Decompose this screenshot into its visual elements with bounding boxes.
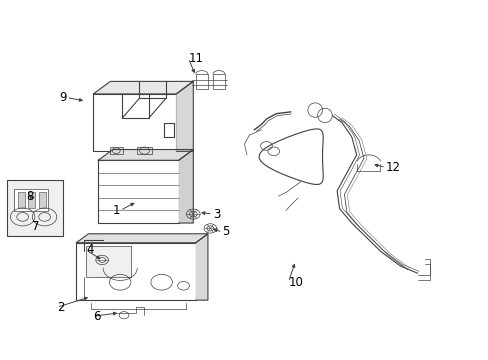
Bar [98,160,178,223]
Bar [195,74,207,89]
Text: 9: 9 [59,91,66,104]
Bar [137,147,152,154]
Polygon shape [98,149,193,160]
Text: 4: 4 [86,243,93,256]
Text: 2: 2 [57,301,64,314]
Bar [28,192,35,208]
Text: 7: 7 [32,220,40,233]
Bar [86,246,131,277]
Bar [18,192,24,208]
Bar [110,147,122,154]
Polygon shape [176,81,193,151]
Bar [6,180,62,235]
Text: 3: 3 [212,208,220,221]
Text: 10: 10 [288,276,303,289]
Polygon shape [76,234,207,243]
Bar [212,74,224,89]
Text: 6: 6 [93,310,101,323]
Text: 8: 8 [26,190,33,203]
Bar [14,189,48,211]
Polygon shape [195,234,207,300]
Text: 11: 11 [188,51,203,64]
Polygon shape [178,149,193,223]
Bar [39,192,46,208]
Polygon shape [93,81,193,94]
Text: 1: 1 [112,204,120,217]
Text: 5: 5 [222,225,229,238]
Text: 12: 12 [385,161,400,174]
Bar [76,243,195,300]
Bar [93,94,176,151]
